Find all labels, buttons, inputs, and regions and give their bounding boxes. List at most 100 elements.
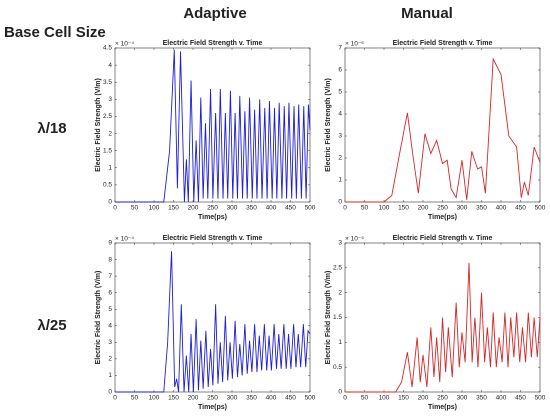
- row-header: λ/18: [37, 120, 66, 137]
- x-tick-label: 300: [227, 205, 238, 212]
- x-tick-label: 300: [457, 205, 468, 212]
- x-tick-label: 150: [398, 205, 409, 212]
- x-tick-label: 0: [113, 205, 117, 212]
- y-tick-label: 0: [108, 389, 112, 396]
- y-tick-label: 0: [108, 199, 112, 206]
- axis-multiplier: × 10⁻⁶: [345, 41, 364, 48]
- y-tick-label: 0: [338, 389, 342, 396]
- x-tick-label: 0: [343, 205, 347, 212]
- x-tick-label: 300: [457, 395, 468, 402]
- y-tick-label: 1: [338, 177, 342, 184]
- x-tick-label: 250: [207, 395, 218, 402]
- chart-title: Electric Field Strength v. Time: [163, 40, 263, 47]
- x-tick-label: 0: [113, 395, 117, 402]
- x-tick-label: 50: [361, 395, 369, 402]
- y-tick-label: 0.5: [103, 182, 112, 189]
- x-axis-label: Time(ps): [198, 404, 227, 411]
- y-tick-label: 4.5: [103, 45, 112, 52]
- x-tick-label: 300: [227, 395, 238, 402]
- x-tick-label: 450: [515, 205, 526, 212]
- axis-multiplier: × 10⁻⁴: [115, 236, 134, 243]
- y-axis-label: Electric Field Strength (V/m): [95, 271, 102, 365]
- x-tick-label: 0: [343, 395, 347, 402]
- y-tick-label: 1: [108, 372, 112, 379]
- y-axis-label: Electric Field Strength (V/m): [95, 78, 102, 172]
- y-axis-label: Electric Field Strength (V/m): [325, 78, 332, 172]
- chart-title: Electric Field Strength v. Time: [393, 235, 493, 242]
- x-tick-label: 250: [437, 395, 448, 402]
- y-tick-label: 2.5: [103, 113, 112, 120]
- x-tick-label: 250: [437, 205, 448, 212]
- x-tick-label: 100: [149, 205, 160, 212]
- x-tick-label: 350: [476, 395, 487, 402]
- x-tick-label: 150: [168, 205, 179, 212]
- y-tick-label: 3: [338, 240, 342, 247]
- x-axis-label: Time(ps): [198, 214, 227, 221]
- chart-title: Electric Field Strength v. Time: [393, 40, 493, 47]
- y-tick-label: 3: [338, 133, 342, 140]
- data-line: [115, 251, 311, 393]
- data-line: [345, 262, 541, 393]
- x-tick-label: 150: [168, 395, 179, 402]
- x-tick-label: 250: [207, 205, 218, 212]
- y-axis-label: Electric Field Strength (V/m): [325, 271, 332, 365]
- x-tick-label: 200: [418, 205, 429, 212]
- y-tick-label: 7: [108, 273, 112, 280]
- y-tick-label: 1.5: [103, 147, 112, 154]
- y-tick-label: 2.5: [333, 265, 342, 272]
- plot-area: [344, 47, 541, 203]
- row-header-title: Base Cell Size: [4, 24, 106, 41]
- axis-multiplier: × 10⁻⁴: [115, 41, 134, 48]
- x-tick-label: 350: [246, 395, 257, 402]
- y-tick-label: 9: [108, 240, 112, 247]
- x-tick-label: 350: [476, 205, 487, 212]
- column-header: Manual: [401, 5, 453, 22]
- y-tick-label: 6: [338, 67, 342, 74]
- x-tick-label: 500: [305, 395, 316, 402]
- y-tick-label: 1.5: [333, 314, 342, 321]
- x-axis-label: Time(ps): [428, 404, 457, 411]
- x-tick-label: 100: [379, 395, 390, 402]
- y-tick-label: 4: [108, 322, 112, 329]
- x-tick-label: 500: [535, 205, 546, 212]
- data-line: [345, 57, 541, 203]
- x-tick-label: 450: [515, 395, 526, 402]
- x-tick-label: 200: [418, 395, 429, 402]
- chart-title: Electric Field Strength v. Time: [163, 235, 263, 242]
- y-tick-label: 4: [338, 111, 342, 118]
- x-tick-label: 500: [535, 395, 546, 402]
- x-tick-label: 350: [246, 205, 257, 212]
- y-tick-label: 6: [108, 289, 112, 296]
- x-tick-label: 50: [131, 395, 139, 402]
- y-tick-label: 3.5: [103, 79, 112, 86]
- y-tick-label: 2: [338, 289, 342, 296]
- x-tick-label: 400: [266, 395, 277, 402]
- x-tick-label: 450: [285, 395, 296, 402]
- axis-multiplier: × 10⁻⁵: [345, 236, 364, 243]
- y-tick-label: 2: [338, 155, 342, 162]
- x-tick-label: 150: [398, 395, 409, 402]
- x-tick-label: 400: [266, 205, 277, 212]
- x-axis-label: Time(ps): [428, 214, 457, 221]
- y-tick-label: 3: [108, 96, 112, 103]
- y-tick-label: 7: [338, 45, 342, 52]
- y-tick-label: 2: [108, 130, 112, 137]
- y-tick-label: 4: [108, 62, 112, 69]
- x-tick-label: 500: [305, 205, 316, 212]
- x-tick-label: 400: [496, 395, 507, 402]
- y-tick-label: 1: [338, 339, 342, 346]
- x-tick-label: 200: [188, 205, 199, 212]
- x-tick-label: 50: [361, 205, 369, 212]
- x-tick-label: 100: [149, 395, 160, 402]
- x-tick-label: 50: [131, 205, 139, 212]
- x-tick-label: 100: [379, 205, 390, 212]
- y-tick-label: 0: [338, 199, 342, 206]
- column-header: Adaptive: [183, 5, 246, 22]
- x-tick-label: 400: [496, 205, 507, 212]
- row-header: λ/25: [37, 317, 66, 334]
- plot-area: [114, 242, 311, 393]
- x-tick-label: 200: [188, 395, 199, 402]
- y-tick-label: 8: [108, 256, 112, 263]
